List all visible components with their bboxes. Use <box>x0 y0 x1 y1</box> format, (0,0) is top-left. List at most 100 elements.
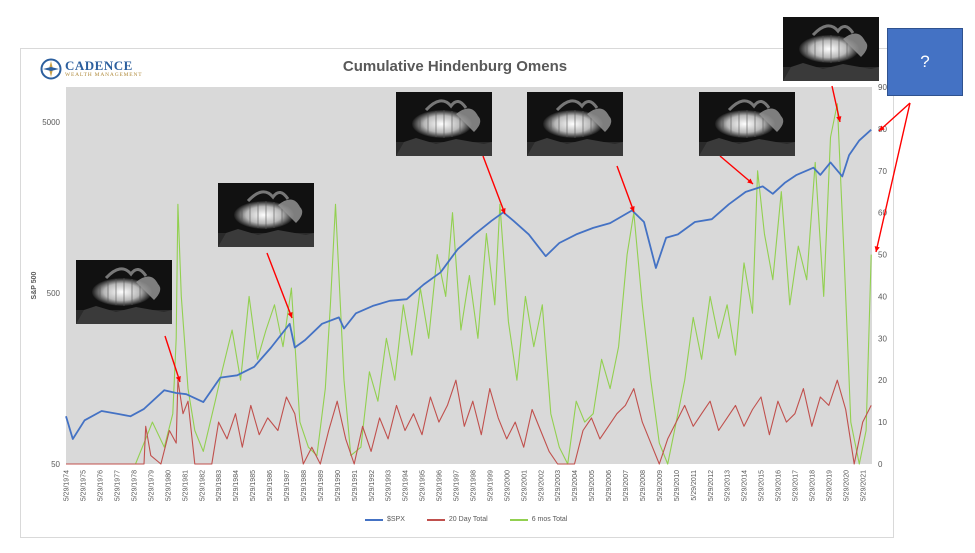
x-axis-tick-label: 5/29/2002 <box>538 470 545 501</box>
legend-swatch-spx <box>365 518 383 521</box>
pointer-arrow <box>616 165 635 213</box>
right-axis-tick-label: 0 <box>878 460 883 469</box>
x-axis-tick-label: 5/29/2013 <box>725 470 732 501</box>
pointer-arrow <box>164 335 181 383</box>
x-axis-tick-label: 5/29/1997 <box>454 470 461 501</box>
pointer-arrow-head <box>629 206 635 212</box>
six-month-total-line <box>66 103 872 465</box>
spx-line <box>65 129 872 440</box>
x-axis-tick-label: 5/29/1989 <box>318 470 325 501</box>
x-axis-tick-label: 5/29/2001 <box>521 470 528 501</box>
pointer-arrow <box>719 155 754 185</box>
x-axis-tick-label: 5/29/1995 <box>420 470 427 501</box>
left-axis-tick-label: 50 <box>51 460 60 469</box>
x-axis-tick-label: 5/29/1975 <box>81 470 88 501</box>
right-axis-tick-label: 10 <box>878 418 887 427</box>
legend-label-6mos: 6 mos Total <box>531 516 568 523</box>
logo-name: CADENCE <box>65 58 133 74</box>
x-axis-tick-label: 5/29/1987 <box>284 470 291 501</box>
right-axis-tick-label: 40 <box>878 292 887 301</box>
pointer-arrow <box>875 102 911 253</box>
x-axis-tick-label: 5/29/1985 <box>250 470 257 501</box>
x-axis-tick-label: 5/29/1980 <box>165 470 172 501</box>
x-axis-tick-label: 5/29/1981 <box>182 470 189 501</box>
x-axis-tick-label: 5/29/2019 <box>826 470 833 501</box>
x-axis-tick-label: 5/29/2012 <box>708 470 715 501</box>
hindenburg-airship-fire-icon <box>396 92 492 156</box>
x-axis-tick-label: 5/29/1998 <box>471 470 478 501</box>
x-axis-tick-label: 5/29/2011 <box>691 470 698 501</box>
logo-subtitle: WEALTH MANAGEMENT <box>65 72 143 79</box>
x-axis-tick-label: 5/29/2021 <box>860 470 867 501</box>
pointer-arrow-head <box>879 125 885 131</box>
pointer-arrow <box>482 155 506 215</box>
x-axis-tick-label: 5/29/2014 <box>742 470 749 501</box>
x-axis-tick-label: 5/29/1993 <box>386 470 393 501</box>
x-axis-tick-label: 5/29/1983 <box>216 470 223 501</box>
hindenburg-photo-2000 <box>396 92 492 156</box>
left-axis-tick-label: 5000 <box>42 118 60 127</box>
x-axis-tick-label: 5/29/2000 <box>504 470 511 501</box>
company-logo: CADENCE WEALTH MANAGEMENT <box>40 58 142 80</box>
x-axis-tick-label: 5/29/1974 <box>64 470 71 501</box>
compass-logo-icon <box>40 58 62 80</box>
right-axis-tick-label: 20 <box>878 376 887 385</box>
x-axis-tick-label: 5/29/1994 <box>403 470 410 501</box>
x-axis-tick-label: 5/29/2008 <box>640 470 647 501</box>
legend-swatch-20day <box>426 518 445 521</box>
right-axis-tick-label: 90 <box>878 83 887 92</box>
x-axis-tick-label: 5/29/1996 <box>437 470 444 501</box>
x-axis-tick-label: 5/29/2010 <box>674 470 681 501</box>
x-axis-tick-label: 5/29/1977 <box>115 470 122 501</box>
twenty-day-total-line <box>66 379 872 465</box>
x-axis-tick-label: 5/29/2016 <box>776 470 783 501</box>
right-axis-tick-label: 60 <box>878 209 887 218</box>
x-axis-tick-label: 5/29/1979 <box>148 470 155 501</box>
hindenburg-photo-2014 <box>699 92 795 156</box>
x-axis-tick-label: 5/29/2009 <box>657 470 664 501</box>
pointer-arrow <box>831 85 841 123</box>
right-axis-tick-label: 50 <box>878 251 887 260</box>
hindenburg-airship-fire-icon <box>783 17 879 81</box>
x-axis-tick-label: 5/29/2007 <box>623 470 630 501</box>
x-axis-tick-label: 5/29/2003 <box>555 470 562 501</box>
pointer-arrow-head <box>874 246 880 252</box>
hindenburg-photo-2007 <box>527 92 623 156</box>
x-axis-tick-label: 5/29/2004 <box>572 470 579 501</box>
x-axis-tick-label: 5/29/1992 <box>369 470 376 501</box>
pointer-arrow <box>878 102 911 132</box>
chart-title: Cumulative Hindenburg Omens <box>342 58 568 75</box>
legend-swatch-6mos <box>509 518 528 521</box>
right-axis-tick-label: 70 <box>878 167 887 176</box>
pointer-arrow-head <box>747 178 753 184</box>
x-axis-tick-label: 5/29/1999 <box>487 470 494 501</box>
chart-legend: $SPX 20 Day Total 6 mos Total <box>365 516 567 523</box>
legend-label-20day: 20 Day Total <box>448 516 488 523</box>
x-axis-tick-label: 5/29/1984 <box>233 470 240 501</box>
legend-item-20day: 20 Day Total <box>426 516 488 523</box>
hindenburg-photo-2019 <box>783 17 879 81</box>
pointer-arrow <box>266 252 293 319</box>
x-axis-tick-label: 5/29/1976 <box>98 470 105 501</box>
y-axis-label: S&P 500 <box>31 271 38 299</box>
left-axis-tick-label: 500 <box>47 289 61 298</box>
x-axis-tick-label: 5/29/2017 <box>793 470 800 501</box>
x-axis-tick-label: 5/29/1982 <box>199 470 206 501</box>
x-axis-tick-label: 5/29/2005 <box>589 470 596 501</box>
x-axis-tick-label: 5/29/2006 <box>606 470 613 501</box>
hindenburg-photo-1987 <box>218 183 314 247</box>
x-axis-tick-label: 5/29/2015 <box>759 470 766 501</box>
x-axis-tick-label: 5/29/2020 <box>843 470 850 501</box>
x-axis-tick-label: 5/29/1978 <box>132 470 139 501</box>
x-axis-tick-label: 5/29/1988 <box>301 470 308 501</box>
hindenburg-airship-fire-icon <box>699 92 795 156</box>
x-axis-tick-label: 5/29/1990 <box>335 470 342 501</box>
x-axis-tick-label: 5/29/2018 <box>810 470 817 501</box>
pointer-arrow-head <box>175 376 181 382</box>
legend-item-spx: $SPX <box>365 516 405 523</box>
pointer-arrow-head <box>287 312 293 318</box>
hindenburg-photo-1980 <box>76 260 172 324</box>
right-axis-tick-label: 30 <box>878 334 887 343</box>
hindenburg-airship-fire-icon <box>76 260 172 324</box>
legend-item-6mos: 6 mos Total <box>509 516 568 523</box>
